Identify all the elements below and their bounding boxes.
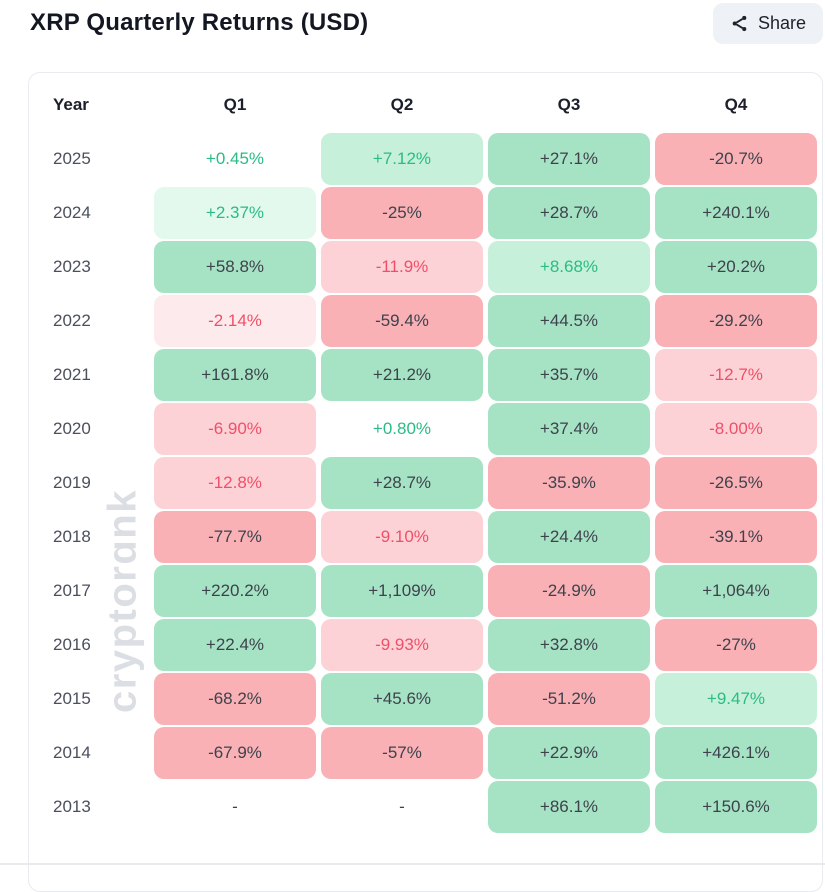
- return-cell: +2.37%: [154, 187, 316, 239]
- return-cell: +58.8%: [154, 241, 316, 293]
- header-cell-q3: Q3: [557, 95, 581, 114]
- return-cell: -9.10%: [321, 511, 483, 563]
- year-label: 2025: [53, 149, 91, 168]
- table-row: 2021 +161.8% +21.2% +35.7% -12.7%: [29, 349, 817, 401]
- return-cell: +28.7%: [488, 187, 650, 239]
- table-row: 2019 -12.8% +28.7% -35.9% -26.5%: [29, 457, 817, 509]
- returns-card: Year Q1 Q2 Q3 Q4 2025 +0.45% +7.12% +27.1% -…: [28, 72, 823, 892]
- year-label: 2014: [53, 743, 91, 762]
- return-cell: +44.5%: [488, 295, 650, 347]
- return-cell: -27%: [655, 619, 817, 671]
- return-cell: -: [232, 797, 238, 816]
- return-cell: -67.9%: [154, 727, 316, 779]
- return-cell: -59.4%: [321, 295, 483, 347]
- header-cell-q4: Q4: [724, 95, 748, 114]
- return-cell: -12.8%: [154, 457, 316, 509]
- year-label: 2023: [53, 257, 91, 276]
- return-cell: -35.9%: [488, 457, 650, 509]
- return-cell: -77.7%: [154, 511, 316, 563]
- return-cell: +22.4%: [154, 619, 316, 671]
- table-header: Year Q1 Q2 Q3 Q4: [29, 73, 822, 125]
- return-cell: +426.1%: [655, 727, 817, 779]
- year-label: 2024: [53, 203, 91, 222]
- table-row: 2018 -77.7% -9.10% +24.4% -39.1%: [29, 511, 817, 563]
- header-cell-year: Year: [53, 95, 89, 114]
- table-row: 2025 +0.45% +7.12% +27.1% -20.7%: [29, 133, 817, 185]
- return-cell: -11.9%: [321, 241, 483, 293]
- year-label: 2017: [53, 581, 91, 600]
- return-cell: -8.00%: [655, 403, 817, 455]
- return-cell: +150.6%: [655, 781, 817, 833]
- year-label: 2022: [53, 311, 91, 330]
- return-cell: -68.2%: [154, 673, 316, 725]
- return-cell: +32.8%: [488, 619, 650, 671]
- return-cell: +22.9%: [488, 727, 650, 779]
- return-cell: +45.6%: [321, 673, 483, 725]
- return-cell: -12.7%: [655, 349, 817, 401]
- return-cell: -: [399, 797, 405, 816]
- table-row: 2023 +58.8% -11.9% +8.68% +20.2%: [29, 241, 817, 293]
- table-row: 2022 -2.14% -59.4% +44.5% -29.2%: [29, 295, 817, 347]
- return-cell: +8.68%: [488, 241, 650, 293]
- return-cell: -29.2%: [655, 295, 817, 347]
- share-label: Share: [757, 13, 806, 33]
- page-title: XRP Quarterly Returns (USD): [30, 9, 369, 36]
- return-cell: -25%: [321, 187, 483, 239]
- bottom-divider: [0, 863, 825, 865]
- return-cell: +37.4%: [488, 403, 650, 455]
- year-label: 2013: [53, 797, 91, 816]
- table-row: 2017 +220.2% +1,109% -24.9% +1,064%: [29, 565, 817, 617]
- return-cell: -57%: [321, 727, 483, 779]
- return-cell: -51.2%: [488, 673, 650, 725]
- return-cell: -24.9%: [488, 565, 650, 617]
- return-cell: +27.1%: [488, 133, 650, 185]
- return-cell: +86.1%: [488, 781, 650, 833]
- return-cell: -9.93%: [321, 619, 483, 671]
- return-cell: +0.80%: [372, 419, 432, 438]
- return-cell: +240.1%: [655, 187, 817, 239]
- table-row: 2024 +2.37% -25% +28.7% +240.1%: [29, 187, 817, 239]
- table-row: 2016 +22.4% -9.93% +32.8% -27%: [29, 619, 817, 671]
- year-label: 2020: [53, 419, 91, 438]
- return-cell: +161.8%: [154, 349, 316, 401]
- table-row: 2015 -68.2% +45.6% -51.2% +9.47%: [29, 673, 817, 725]
- return-cell: -6.90%: [154, 403, 316, 455]
- share-nodes-icon: [730, 14, 749, 33]
- return-cell: -2.14%: [154, 295, 316, 347]
- return-cell: +35.7%: [488, 349, 650, 401]
- year-label: 2015: [53, 689, 91, 708]
- header-cell-q2: Q2: [390, 95, 414, 114]
- share-button[interactable]: Share: [712, 3, 823, 44]
- table-body: 2025 +0.45% +7.12% +27.1% -20.7% 2024 +2.37% -2…: [29, 125, 822, 833]
- return-cell: +21.2%: [321, 349, 483, 401]
- table-row: 2020 -6.90% +0.80% +37.4% -8.00%: [29, 403, 817, 455]
- return-cell: +1,064%: [655, 565, 817, 617]
- return-cell: +28.7%: [321, 457, 483, 509]
- year-label: 2016: [53, 635, 91, 654]
- table-row: 2013 - - +86.1% +150.6%: [29, 781, 817, 833]
- return-cell: +9.47%: [655, 673, 817, 725]
- return-cell: -39.1%: [655, 511, 817, 563]
- return-cell: +20.2%: [655, 241, 817, 293]
- return-cell: -26.5%: [655, 457, 817, 509]
- table-row: 2014 -67.9% -57% +22.9% +426.1%: [29, 727, 817, 779]
- year-label: 2018: [53, 527, 91, 546]
- return-cell: +0.45%: [205, 149, 265, 168]
- return-cell: +24.4%: [488, 511, 650, 563]
- return-cell: +1,109%: [321, 565, 483, 617]
- year-label: 2021: [53, 365, 91, 384]
- return-cell: +220.2%: [154, 565, 316, 617]
- year-label: 2019: [53, 473, 91, 492]
- header-cell-q1: Q1: [223, 95, 247, 114]
- return-cell: -20.7%: [655, 133, 817, 185]
- return-cell: +7.12%: [321, 133, 483, 185]
